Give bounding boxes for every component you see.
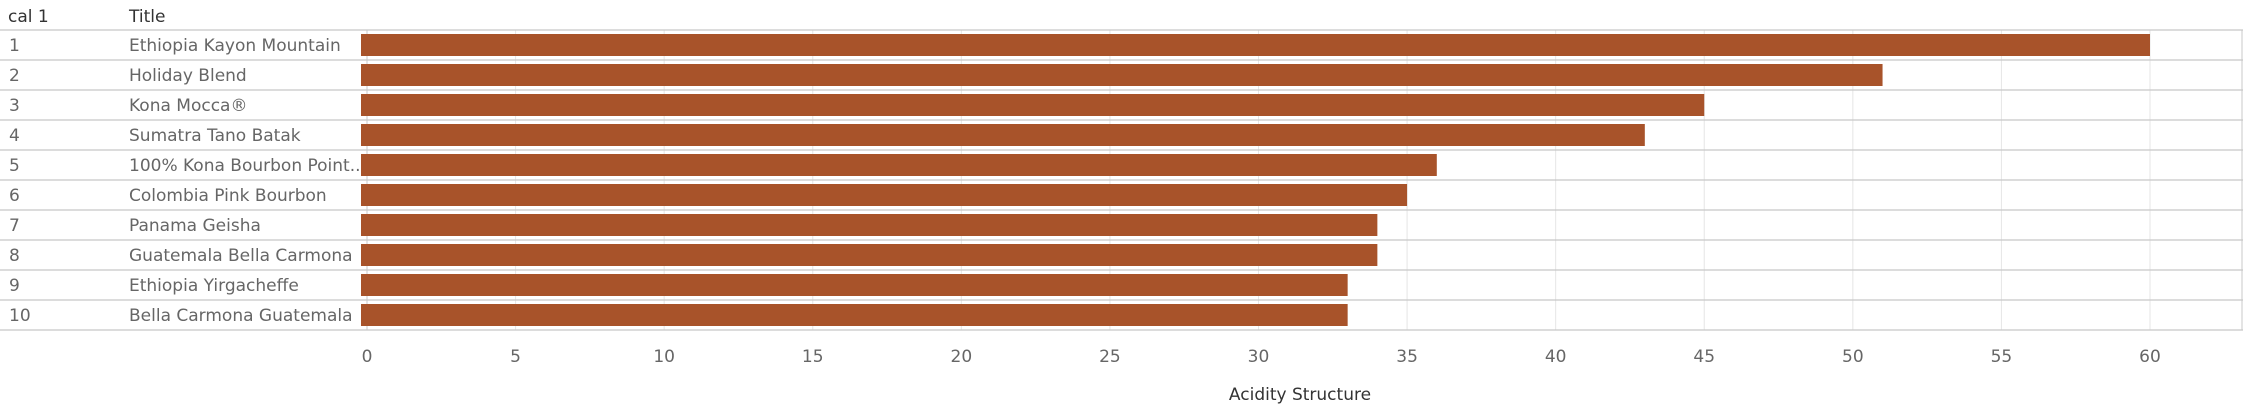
x-tick-label: 20 xyxy=(951,347,973,367)
title-label: Ethiopia Yirgacheffe xyxy=(129,276,299,296)
bar xyxy=(361,184,1408,206)
title-label: Guatemala Bella Carmona xyxy=(129,246,353,266)
bar xyxy=(361,64,1883,86)
rank-label: 4 xyxy=(9,126,20,146)
rank-label: 2 xyxy=(9,66,20,86)
bar xyxy=(361,304,1348,326)
bar xyxy=(361,274,1348,296)
rank-label: 1 xyxy=(9,36,20,56)
bar xyxy=(361,34,2150,56)
x-tick-label: 55 xyxy=(1991,347,2013,367)
rank-label: 9 xyxy=(9,276,20,296)
title-label: 100% Kona Bourbon Point.. xyxy=(129,156,361,176)
x-tick-label: 50 xyxy=(1842,347,1864,367)
x-axis-label: Acidity Structure xyxy=(1229,385,1371,405)
x-tick-label: 40 xyxy=(1545,347,1567,367)
x-tick-label: 0 xyxy=(362,347,373,367)
rank-label: 7 xyxy=(9,216,20,236)
bar xyxy=(361,154,1437,176)
x-tick-label: 60 xyxy=(2139,347,2161,367)
x-tick-label: 35 xyxy=(1396,347,1418,367)
x-tick-label: 30 xyxy=(1248,347,1270,367)
rank-label: 3 xyxy=(9,96,20,116)
rank-label: 6 xyxy=(9,186,20,206)
title-label: Bella Carmona Guatemala xyxy=(129,306,353,326)
title-label: Ethiopia Kayon Mountain xyxy=(129,36,341,56)
title-column-header: Title xyxy=(129,7,166,27)
x-tick-label: 5 xyxy=(510,347,521,367)
title-label: Holiday Blend xyxy=(129,66,247,86)
title-label: Kona Mocca® xyxy=(129,96,247,116)
title-label: Colombia Pink Bourbon xyxy=(129,186,327,206)
rank-label: 5 xyxy=(9,156,20,176)
rank-label: 10 xyxy=(9,306,31,326)
bar xyxy=(361,244,1378,266)
x-tick-label: 10 xyxy=(653,347,675,367)
rank-column-header: cal 1 xyxy=(8,7,49,27)
x-tick-label: 25 xyxy=(1099,347,1121,367)
bar xyxy=(361,124,1645,146)
x-tick-label: 45 xyxy=(1693,347,1715,367)
rank-label: 8 xyxy=(9,246,20,266)
title-label: Sumatra Tano Batak xyxy=(129,126,301,146)
bar xyxy=(361,94,1705,116)
x-tick-label: 15 xyxy=(802,347,824,367)
title-label: Panama Geisha xyxy=(129,216,261,236)
bar xyxy=(361,214,1378,236)
